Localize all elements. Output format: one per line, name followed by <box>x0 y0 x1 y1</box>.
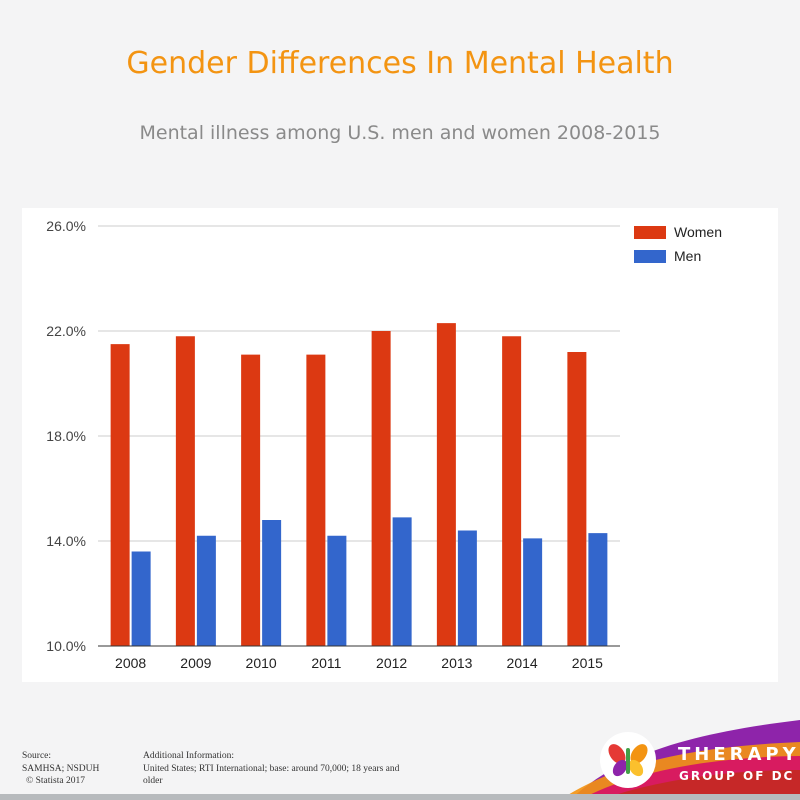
x-tick-label: 2008 <box>115 655 146 671</box>
bar-chart: 26.0% 22.0% 18.0% 14.0% 10.0% 2008 2009 2010 201… <box>46 218 620 671</box>
logo-wing <box>608 744 626 764</box>
bar-men <box>588 533 608 646</box>
chart-subtitle: Mental illness among U.S. men and women … <box>139 122 661 144</box>
bar-men <box>131 551 151 646</box>
bar-men <box>196 535 216 646</box>
logo-body <box>626 748 630 774</box>
source-line: © Statista 2017 <box>26 776 85 786</box>
logo-wing <box>628 759 644 777</box>
legend-label-men: Men <box>674 248 702 264</box>
legend-item-men: Men <box>634 248 701 264</box>
banner-stripe-red <box>600 770 800 800</box>
legend-label-women: Women <box>674 224 722 240</box>
info-label: Additional Information: <box>143 751 235 761</box>
info-line: United States; RTI International; base: … <box>143 763 400 774</box>
legend-item-women: Women <box>634 224 722 240</box>
y-tick-label: 18.0% <box>46 428 86 444</box>
brand-subname: GROUP OF DC <box>679 769 795 783</box>
source-label: Source: <box>22 751 52 761</box>
source-line: SAMHSA; NSDUH <box>22 763 100 774</box>
info-line: older <box>143 776 163 786</box>
legend-swatch-women <box>634 225 666 239</box>
legend-swatch-men <box>634 249 666 263</box>
x-tick-label: 2014 <box>507 655 538 671</box>
bar-men <box>457 530 477 646</box>
chart-title: Gender Differences In Mental Health <box>126 46 674 81</box>
bar-women <box>502 336 522 646</box>
bar-women <box>110 344 130 646</box>
brand-banner <box>560 720 800 800</box>
source-block: Source: SAMHSA; NSDUH © Statista 2017 <box>22 750 99 788</box>
butterfly-logo-icon <box>608 744 648 777</box>
y-tick-label: 10.0% <box>46 638 86 654</box>
bar-women <box>371 331 391 646</box>
chart-panel: 26.0% 22.0% 18.0% 14.0% 10.0% 2008 2009 2010 201… <box>22 208 778 682</box>
bar-men <box>327 535 347 646</box>
x-tick-label: 2015 <box>572 655 603 671</box>
bar-women <box>175 336 195 646</box>
bar-men <box>523 538 543 646</box>
x-tick-label: 2009 <box>180 655 211 671</box>
bar-men <box>262 520 282 646</box>
logo-wing <box>630 744 648 764</box>
bottom-bar <box>0 794 800 800</box>
additional-info-block: Additional Information: United States; R… <box>143 750 443 788</box>
logo-wing <box>612 759 628 777</box>
y-tick-label: 22.0% <box>46 323 86 339</box>
bar-women <box>567 352 587 646</box>
y-tick-label: 14.0% <box>46 533 86 549</box>
bar-men <box>392 517 412 646</box>
bar-women <box>241 354 261 646</box>
y-tick-label: 26.0% <box>46 218 86 234</box>
x-tick-label: 2013 <box>441 655 472 671</box>
x-tick-label: 2010 <box>246 655 277 671</box>
bar-women <box>306 354 326 646</box>
brand-name: THERAPY <box>678 744 800 765</box>
x-tick-label: 2012 <box>376 655 407 671</box>
x-tick-label: 2011 <box>311 655 341 671</box>
bar-women <box>436 323 456 646</box>
